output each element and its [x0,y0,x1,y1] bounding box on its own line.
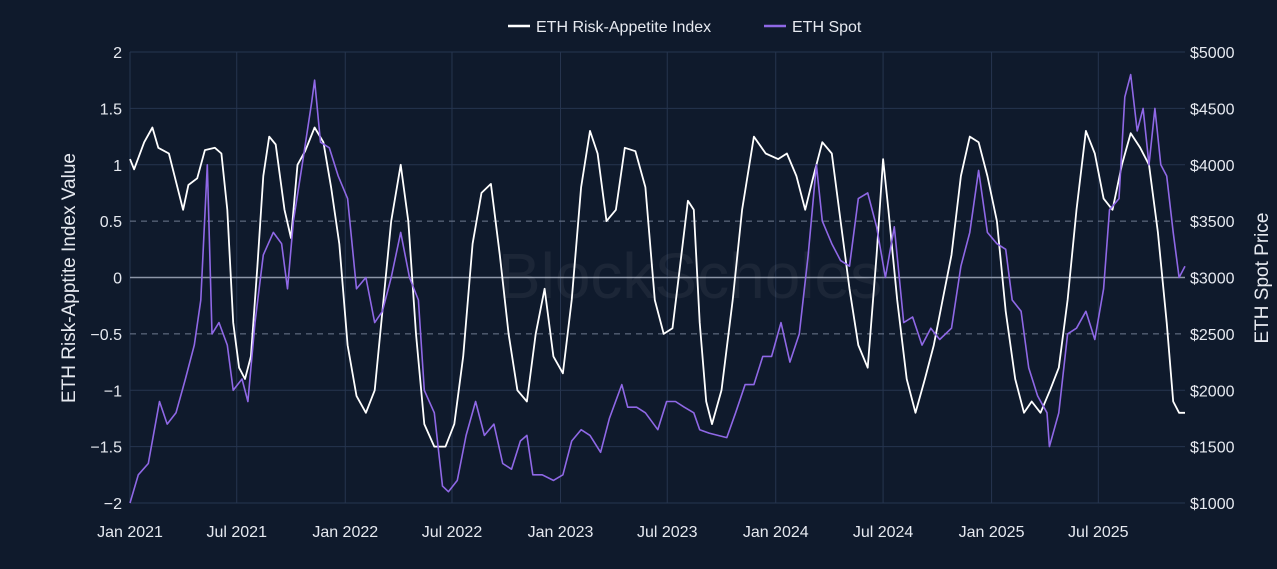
legend-label: ETH Spot [792,19,862,36]
y-left-tick-label: −2 [104,496,122,513]
y-right-tick-label: $3000 [1190,271,1235,288]
eth-spot-line [129,73,1186,504]
x-tick-label: Jul 2023 [637,524,698,541]
x-tick-label: Jan 2024 [743,524,809,541]
y-left-tick-label: 0 [113,271,122,288]
y-right-tick-label: $1000 [1190,496,1235,513]
y-left-tick-label: −1 [104,383,122,400]
y-right-tick-label: $2000 [1190,383,1235,400]
y-right-tick-label: $2500 [1190,327,1235,344]
y-left-tick-label: −1.5 [90,440,122,457]
axis-ticks: Jan 2021 Jul 2021 Jan 2022 Jul 2022 Jan 2023… [90,45,1234,541]
x-tick-label: Jul 2021 [206,524,267,541]
watermark: BlockScholes [498,240,882,312]
plot-area [129,73,1186,504]
y-left-tick-label: 2 [113,45,122,62]
y-left-axis-title: ETH Risk-Apptite Index Value [59,153,80,403]
y-right-tick-label: $5000 [1190,45,1235,62]
x-tick-label: Jan 2023 [528,524,594,541]
y-left-tick-label: −0.5 [90,327,122,344]
y-right-tick-label: $3500 [1190,214,1235,231]
x-tick-label: Jul 2025 [1068,524,1129,541]
x-tick-label: Jul 2024 [853,524,914,541]
x-tick-label: Jul 2022 [422,524,483,541]
legend: ETH Risk-Appetite Index ETH Spot [508,19,862,36]
x-tick-label: Jan 2025 [959,524,1025,541]
risk-index-line [129,126,1185,448]
y-right-axis-title: ETH Spot Price [1252,213,1273,344]
x-tick-label: Jan 2021 [97,524,163,541]
y-right-tick-label: $4000 [1190,158,1235,175]
x-tick-label: Jan 2022 [312,524,378,541]
y-left-tick-label: 1 [113,158,122,175]
legend-label: ETH Risk-Appetite Index [536,19,711,36]
y-left-tick-label: 0.5 [100,214,122,231]
y-right-tick-label: $1500 [1190,440,1235,457]
y-right-tick-label: $4500 [1190,101,1235,118]
y-left-tick-label: 1.5 [100,101,122,118]
